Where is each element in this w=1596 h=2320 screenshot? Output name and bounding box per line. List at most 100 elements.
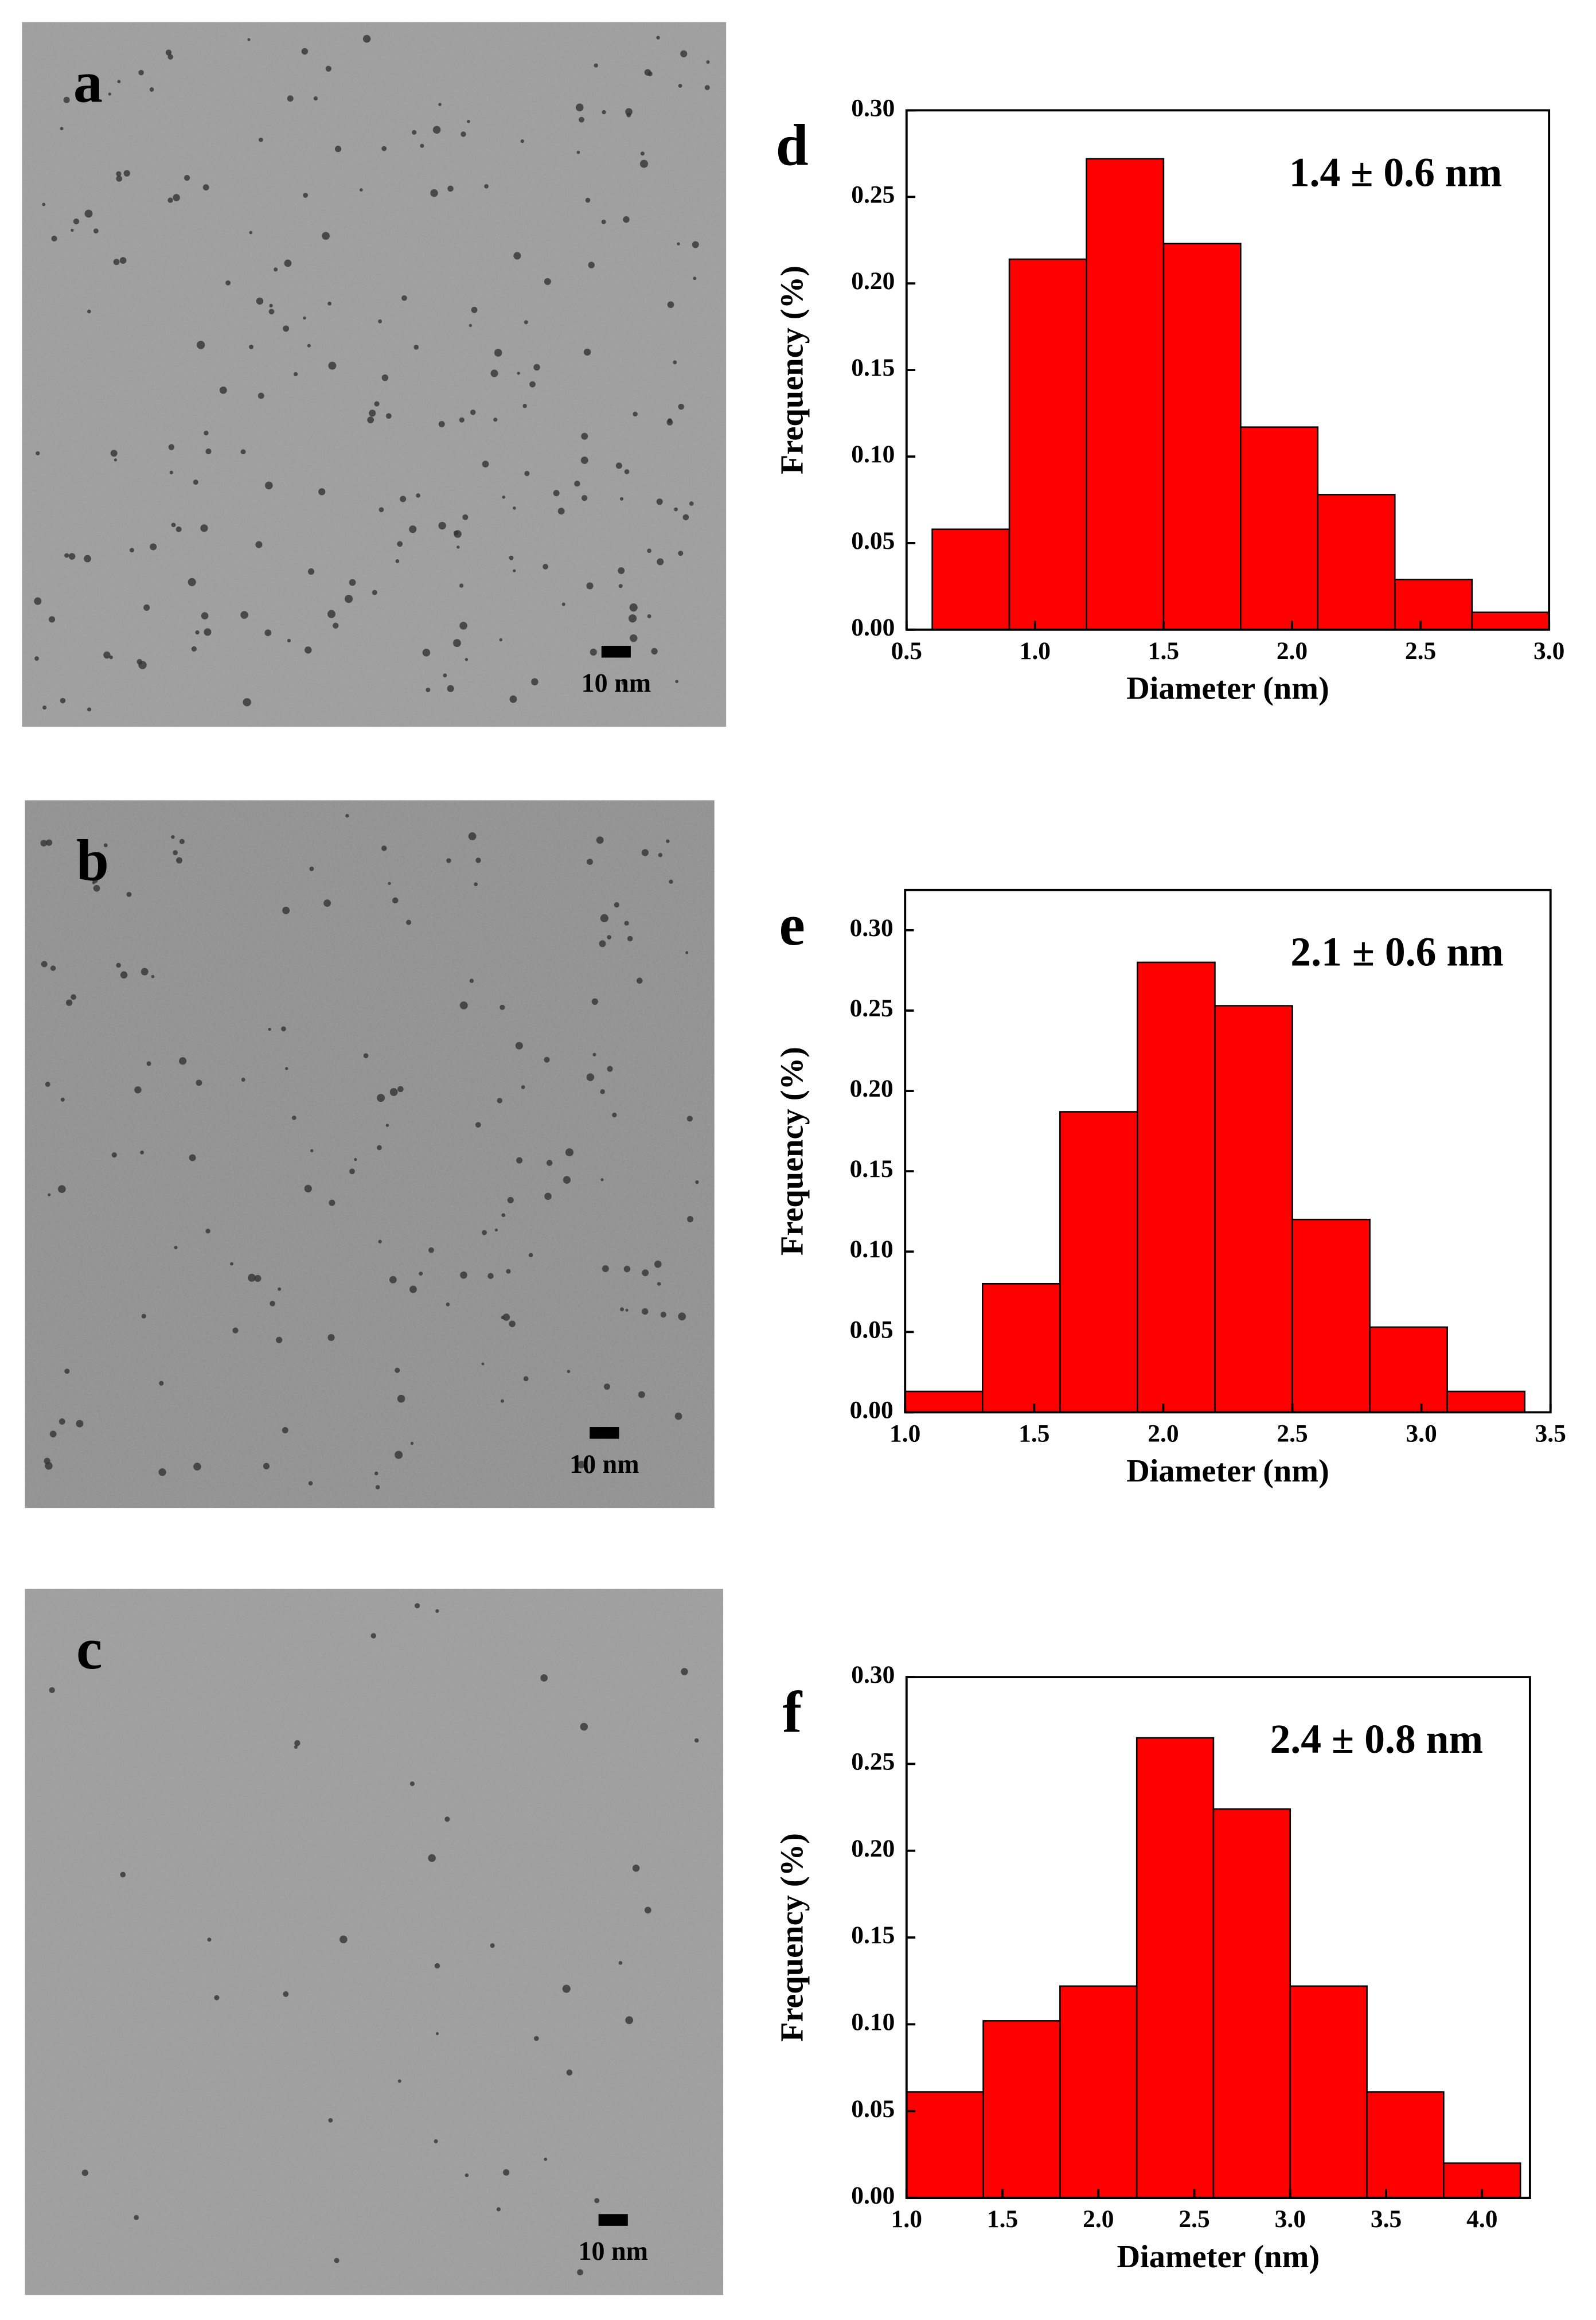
- particle: [565, 1148, 574, 1157]
- particle: [544, 1192, 552, 1200]
- particle: [456, 545, 460, 549]
- particle: [600, 1178, 604, 1182]
- bar: [1137, 961, 1216, 1413]
- particle: [173, 850, 178, 856]
- particle: [630, 634, 638, 642]
- bar: [982, 2020, 1061, 2199]
- y-tick-label: 0.30: [850, 914, 893, 942]
- x-axis-title: Diameter (nm): [1126, 670, 1329, 706]
- x-tick-label: 1.5: [1148, 637, 1179, 665]
- particle: [513, 506, 516, 510]
- particle: [219, 386, 227, 394]
- particle: [454, 530, 462, 538]
- particle: [680, 50, 688, 57]
- particle: [372, 590, 377, 595]
- particle: [307, 568, 315, 575]
- particle: [291, 1116, 296, 1120]
- particle: [248, 1273, 256, 1282]
- particle: [585, 197, 591, 203]
- particle: [138, 69, 144, 76]
- particle: [660, 1311, 666, 1318]
- particle: [446, 858, 451, 863]
- particle: [76, 1420, 84, 1428]
- particle: [370, 1633, 376, 1639]
- particle: [134, 1086, 142, 1094]
- particle: [281, 1026, 286, 1032]
- particle: [465, 2173, 469, 2177]
- particle: [642, 1269, 649, 1277]
- particle: [678, 403, 684, 410]
- particle: [110, 450, 118, 457]
- particle: [93, 884, 100, 892]
- particle: [444, 1816, 450, 1822]
- particle: [614, 902, 619, 908]
- particle: [446, 1303, 450, 1307]
- particle: [591, 998, 598, 1005]
- particle: [626, 112, 631, 118]
- particle: [143, 604, 150, 611]
- particle: [65, 999, 73, 1006]
- particle: [179, 839, 185, 844]
- particle: [509, 695, 517, 703]
- particle: [517, 371, 520, 375]
- particle: [588, 262, 595, 268]
- particle: [497, 1098, 502, 1104]
- particle: [410, 1441, 414, 1445]
- particle: [113, 259, 120, 266]
- bar: [1394, 579, 1473, 631]
- x-tick-label: 2.5: [1277, 1420, 1308, 1447]
- particle: [507, 1196, 514, 1203]
- particle: [173, 194, 180, 201]
- particle: [447, 185, 454, 192]
- particle: [167, 197, 173, 203]
- particle: [506, 1269, 511, 1274]
- particle: [362, 34, 371, 43]
- particle: [303, 193, 309, 198]
- particle: [81, 2169, 88, 2177]
- particle: [428, 1854, 436, 1862]
- particle: [257, 392, 264, 399]
- particle: [255, 541, 263, 548]
- particle: [395, 1367, 400, 1373]
- particle: [581, 495, 588, 501]
- particle: [544, 1056, 550, 1063]
- particle: [249, 231, 253, 235]
- particle: [388, 882, 391, 885]
- particle: [328, 2118, 333, 2123]
- particle: [435, 2032, 439, 2036]
- particle: [426, 687, 431, 692]
- y-tick-label: 0.10: [851, 2008, 895, 2036]
- particle: [381, 374, 389, 381]
- particle: [40, 840, 48, 847]
- particle: [268, 309, 275, 315]
- particle: [329, 1199, 335, 1206]
- particle: [63, 96, 70, 103]
- x-tick-label: 4.0: [1466, 2205, 1497, 2233]
- particle: [114, 458, 118, 462]
- particle: [116, 171, 122, 177]
- particle: [524, 470, 530, 477]
- particle: [641, 849, 649, 856]
- x-tick-label: 3.5: [1535, 1420, 1566, 1447]
- particle: [340, 1935, 348, 1944]
- x-tick-label: 1.0: [891, 2205, 922, 2233]
- particle: [577, 1461, 586, 1469]
- bar: [906, 2091, 984, 2199]
- particle: [377, 1094, 385, 1102]
- scale-bar-label: 10 nm: [582, 668, 651, 697]
- particle: [583, 348, 591, 356]
- scale-bar-label: 10 nm: [569, 1449, 639, 1479]
- particle: [544, 2157, 548, 2161]
- particle: [673, 360, 677, 365]
- particle: [409, 1285, 417, 1293]
- particle: [647, 548, 651, 553]
- particle: [119, 257, 127, 264]
- particle: [500, 1399, 504, 1403]
- particle: [496, 2207, 501, 2212]
- particle: [165, 49, 172, 56]
- particle: [323, 899, 331, 907]
- particle: [283, 325, 290, 332]
- particle: [599, 940, 606, 948]
- particle: [586, 1073, 595, 1081]
- panel-label: f: [782, 1680, 803, 1745]
